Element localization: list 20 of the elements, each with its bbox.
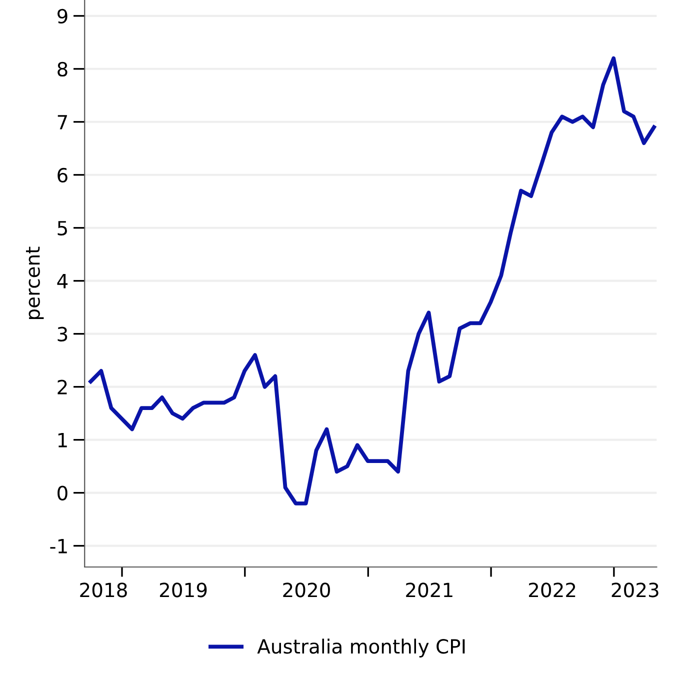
- x-tick-label: 2023: [612, 582, 658, 598]
- y-tick-label: 7: [58, 115, 67, 130]
- x-tick-label: 2020: [283, 582, 330, 598]
- legend-label: Australia monthly CPI: [257, 638, 465, 658]
- y-tick-label: 5: [58, 221, 67, 236]
- y-tick-label: 0: [58, 486, 68, 500]
- y-axis-title: percent: [26, 246, 44, 319]
- y-tick-label: -1: [50, 539, 67, 554]
- line-series: [88, 56, 656, 506]
- y-tick-label: 4: [57, 274, 68, 288]
- x-tick-label: 2022: [528, 582, 576, 598]
- x-tick-label: 2018: [80, 582, 127, 598]
- y-tick-label: 8: [58, 62, 68, 77]
- y-tick-label: 9: [58, 8, 68, 24]
- x-tick-label: 2019: [160, 582, 207, 598]
- y-tick-label: 1: [58, 433, 67, 448]
- y-tick-label: 2: [58, 380, 67, 394]
- y-tick-label: 6: [58, 168, 68, 183]
- x-tick-label: 2021: [406, 582, 452, 598]
- y-tick-label: 3: [58, 326, 68, 342]
